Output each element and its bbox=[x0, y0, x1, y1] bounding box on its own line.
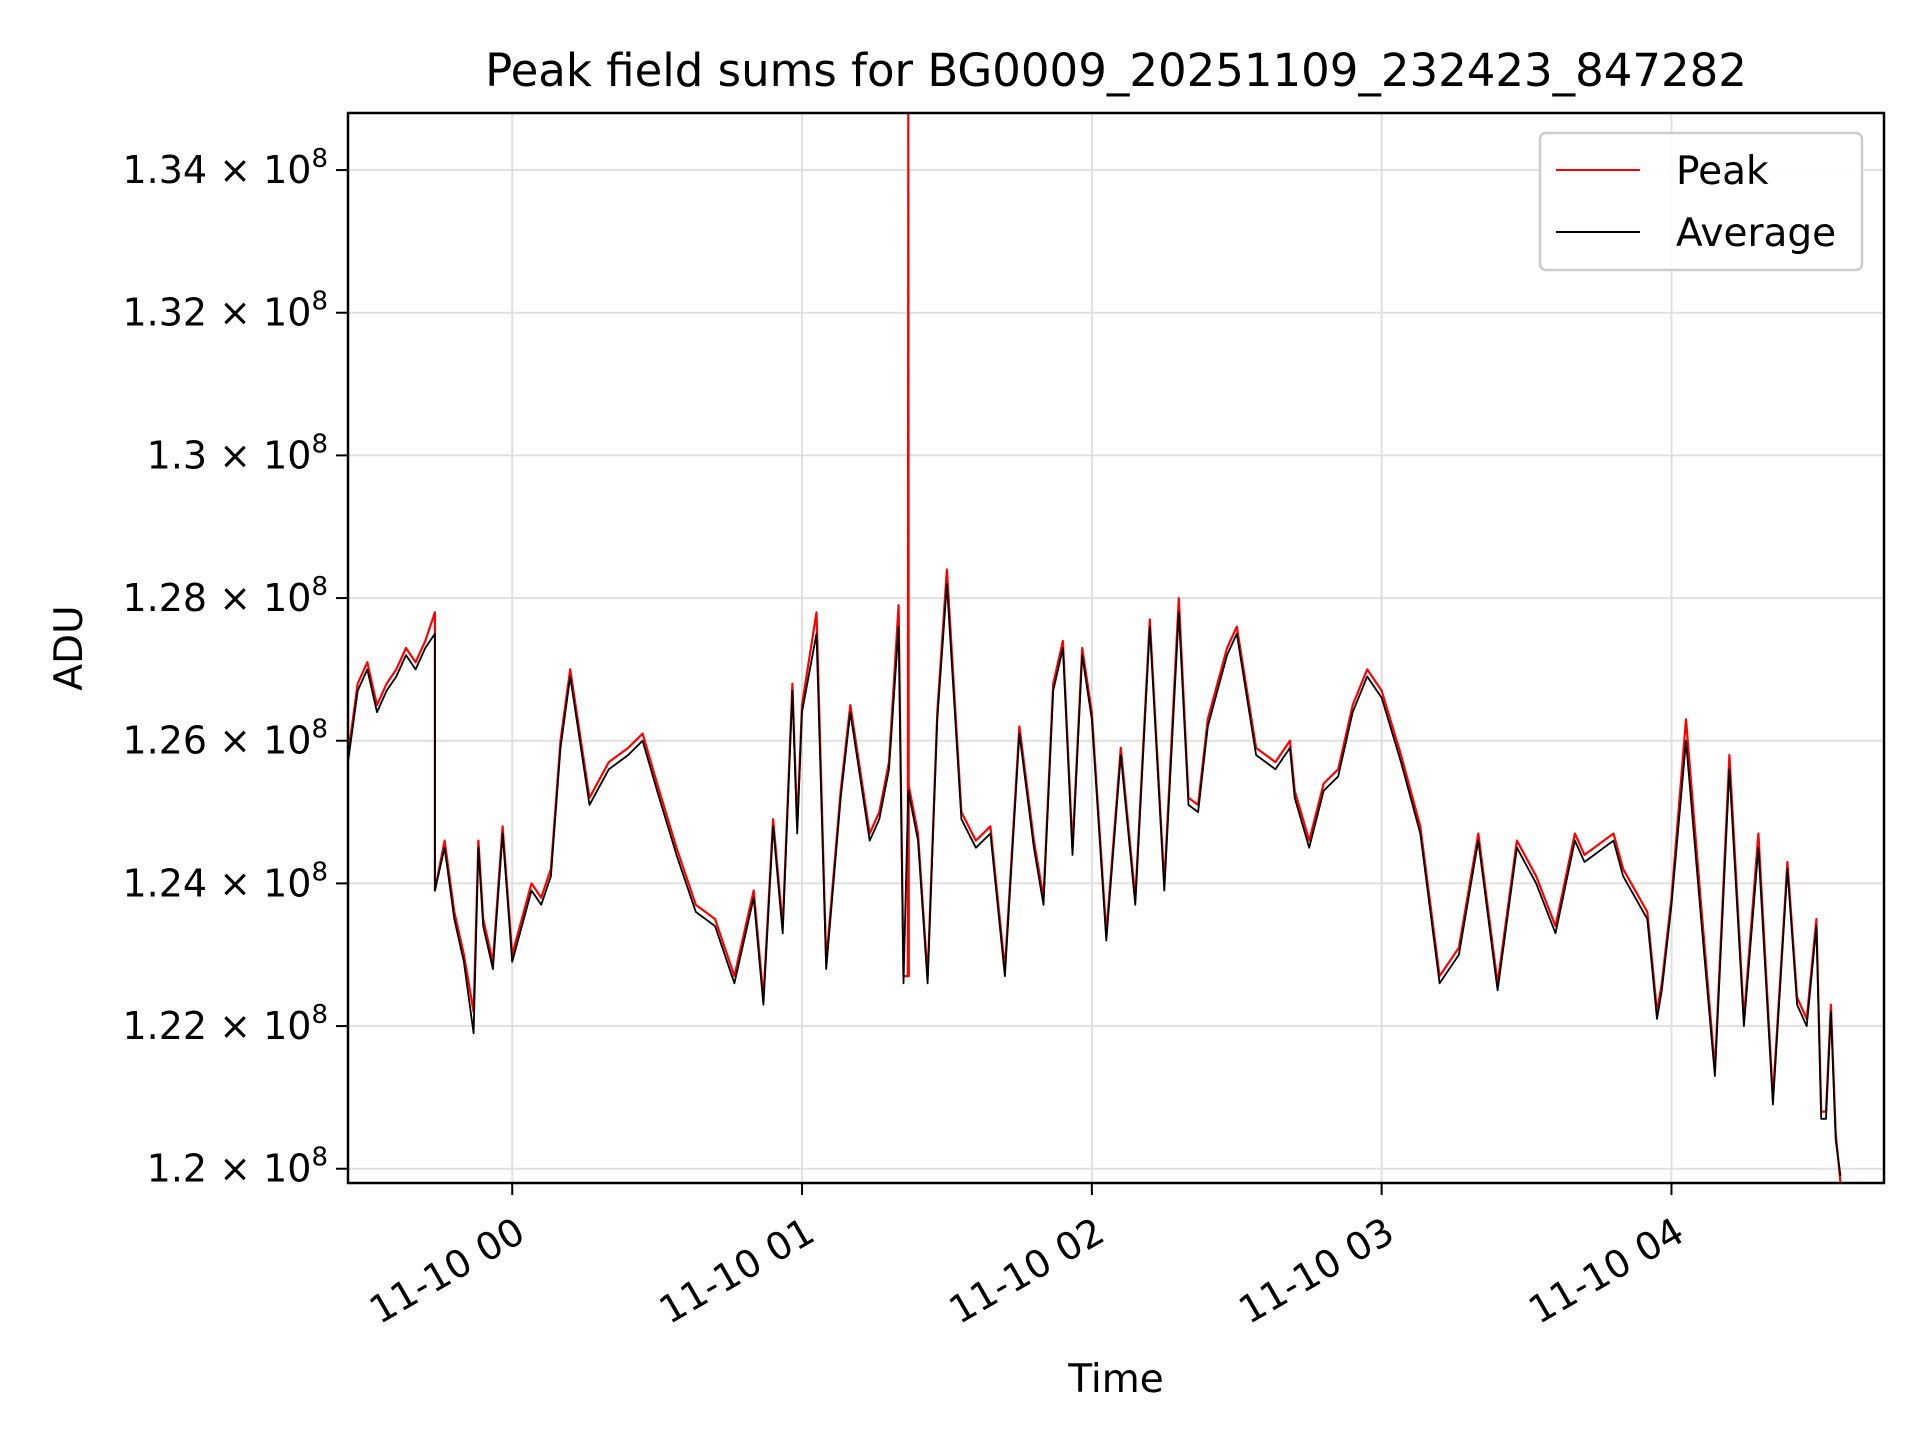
plot-frame bbox=[346, 111, 1886, 1185]
y-tick-label-4: 1.28 × 108 bbox=[122, 572, 328, 620]
y-tick-label-6: 1.32 × 108 bbox=[122, 287, 328, 335]
y-tick-label-2: 1.24 × 108 bbox=[122, 857, 328, 905]
y-tick-label-5: 1.3 × 108 bbox=[147, 429, 328, 477]
legend-label-peak: Peak bbox=[1676, 149, 1769, 194]
y-tick-label-7: 1.34 × 108 bbox=[122, 144, 328, 192]
y-tick-label-3: 1.26 × 108 bbox=[122, 715, 328, 763]
chart-title: Peak field sums for BG0009_20251109_2324… bbox=[485, 44, 1747, 97]
legend-label-average: Average bbox=[1676, 211, 1836, 256]
y-axis-label: ADU bbox=[47, 605, 92, 690]
y-tick-label-0: 1.2 × 108 bbox=[147, 1143, 328, 1191]
legend: Peak Average bbox=[1538, 131, 1864, 272]
x-axis-label: Time bbox=[1067, 1357, 1163, 1402]
grid-vertical bbox=[511, 113, 1673, 1183]
y-tick-label-1: 1.22 × 108 bbox=[122, 1000, 328, 1048]
series-line-peak bbox=[348, 113, 1842, 1183]
y-axis-ticks: 1.2 × 108 1.22 × 108 1.24 × 108 1.26 × 108 1… bbox=[122, 144, 348, 1191]
series-layer bbox=[348, 113, 1842, 1183]
grid-horizontal bbox=[348, 169, 1884, 1170]
series-line-average bbox=[348, 582, 1842, 1177]
legend-box bbox=[1538, 131, 1864, 272]
